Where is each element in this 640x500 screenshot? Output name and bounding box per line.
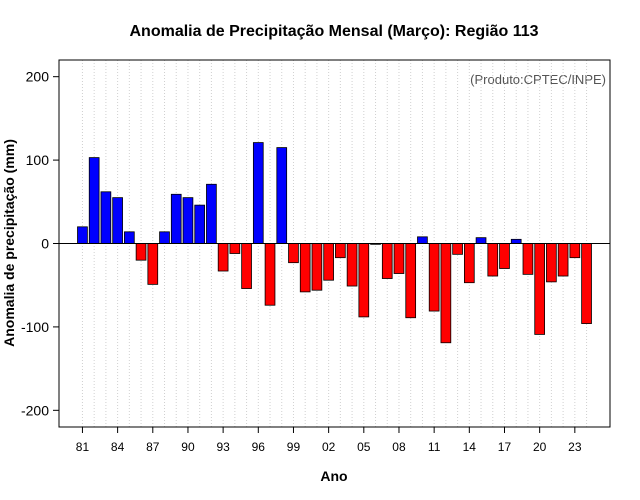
x-tick-label: 87 — [146, 440, 160, 454]
bar-1995 — [241, 243, 252, 289]
bar-1992 — [206, 183, 217, 244]
x-tick-label: 20 — [533, 440, 547, 454]
bar-1996 — [252, 142, 264, 244]
bar-1991 — [194, 204, 206, 244]
bar-2023 — [569, 243, 581, 259]
bar-2002 — [323, 243, 334, 281]
bar-2007 — [381, 243, 393, 279]
axes: -200 -100 0 100 200 81 84 87 90 93 96 99 02 05 08 11 14 1… — [21, 59, 611, 454]
bar-1999 — [288, 243, 299, 264]
bar-2018 — [510, 238, 522, 244]
x-tick-label: 14 — [463, 440, 477, 454]
bar-2013 — [452, 243, 463, 255]
bar-1985 — [124, 231, 135, 244]
x-tick-label: 99 — [287, 440, 301, 454]
bar-1989 — [170, 193, 182, 244]
bar-2011 — [428, 243, 440, 312]
y-tick-label: 0 — [41, 236, 49, 252]
bar-2017 — [499, 243, 510, 269]
y-tick-label: -200 — [21, 402, 49, 418]
bar-2009 — [405, 243, 417, 319]
bar-2003 — [335, 243, 346, 259]
y-tick-label: 100 — [26, 152, 50, 168]
x-axis-label: Ano — [320, 468, 347, 484]
bar-2012 — [440, 243, 452, 344]
bar-2022 — [557, 243, 569, 277]
x-tick-label: 17 — [498, 440, 512, 454]
x-tick-label: 93 — [216, 440, 230, 454]
bar-2020 — [534, 243, 545, 335]
x-tick-label: 84 — [111, 440, 125, 454]
x-tick-label: 90 — [181, 440, 195, 454]
bar-2024 — [581, 243, 592, 324]
bar-1990 — [182, 197, 194, 244]
bar-1981 — [77, 226, 88, 244]
x-tick-label: 08 — [392, 440, 406, 454]
bar-1984 — [112, 197, 123, 244]
x-tick-label: 02 — [322, 440, 336, 454]
bar-2010 — [417, 236, 428, 244]
bar-2001 — [311, 243, 323, 291]
x-tick-label: 96 — [252, 440, 266, 454]
product-credit: (Produto:CPTEC/INPE) — [470, 72, 606, 87]
bar-1987 — [147, 243, 159, 285]
bar-2021 — [546, 243, 557, 283]
bar-2016 — [487, 243, 499, 277]
bar-1994 — [229, 243, 241, 254]
bar-2014 — [463, 243, 475, 284]
bar-2019 — [522, 243, 534, 275]
x-tick-label: 11 — [428, 440, 441, 454]
x-tick-label: 05 — [357, 440, 371, 454]
y-tick-label: -100 — [21, 319, 49, 335]
chart-title: Anomalia de Precipitação Mensal (Março):… — [129, 23, 538, 40]
y-axis-label: Anomalia de precipitação (mm) — [1, 139, 17, 347]
bar-1988 — [159, 231, 170, 244]
bar-1986 — [135, 243, 147, 261]
bar-1983 — [100, 191, 112, 244]
x-tick-label: 23 — [568, 440, 582, 454]
bar-2005 — [358, 243, 370, 318]
x-tick-label: 81 — [76, 440, 90, 454]
bar-1982 — [88, 157, 100, 244]
bar-2015 — [475, 237, 487, 244]
bar-2000 — [299, 243, 311, 293]
bar-1993 — [217, 243, 229, 272]
bar-1998 — [276, 147, 288, 244]
bar-1997 — [264, 243, 276, 306]
y-tick-label: 200 — [26, 69, 50, 85]
bars — [77, 142, 592, 344]
bar-2004 — [346, 243, 358, 287]
bar-2008 — [393, 243, 405, 274]
